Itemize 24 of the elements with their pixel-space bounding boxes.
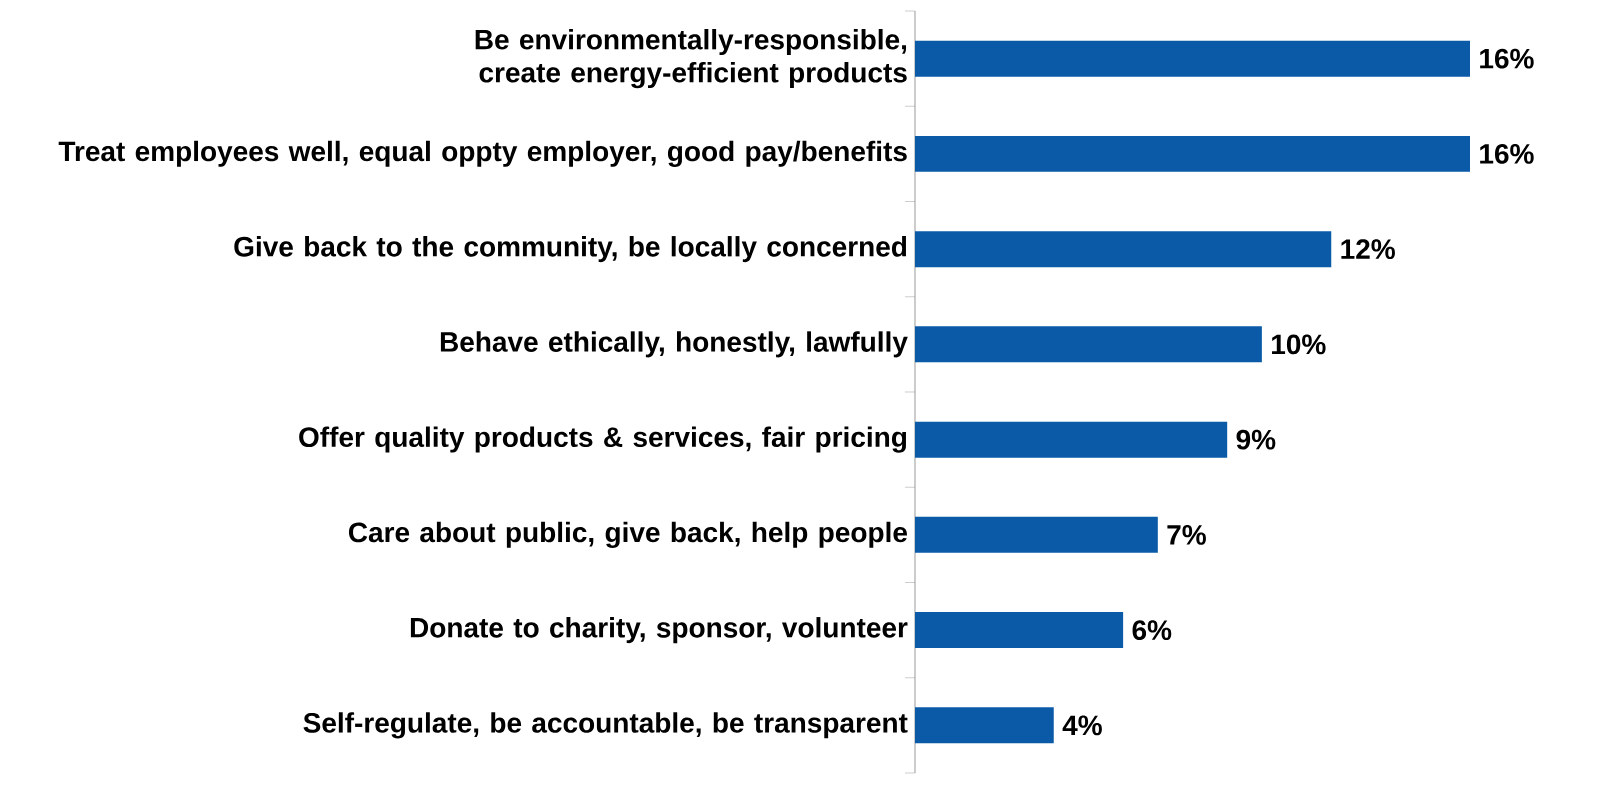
y-tick-label: Be environmentally-responsible, create energy-efficient products (475, 29, 907, 89)
bar (914, 326, 1262, 363)
data-label: 9% (1236, 429, 1276, 450)
data-label: 10% (1272, 334, 1326, 355)
data-label: 7% (1167, 525, 1206, 545)
y-tick-label: Treat employees well, equal oppty employer, good pay/benefits (58, 140, 907, 167)
bar (914, 707, 1054, 744)
y-tick-label: Self-regulate, be accountable, be transparent (303, 712, 908, 739)
bar (914, 135, 1470, 172)
y-tick-label: Offer quality products & services, fair pricing (299, 426, 907, 453)
bar (914, 516, 1158, 553)
y-tick-label: Care about public, give back, help people (348, 521, 907, 548)
data-label: 12% (1341, 239, 1395, 260)
bar (914, 612, 1124, 649)
data-label: 6% (1132, 620, 1172, 641)
bar (914, 231, 1332, 268)
bar (914, 421, 1228, 458)
y-tick-label: Give back to the community, be locally concerned (234, 236, 907, 263)
y-tick-label: Behave ethically, honestly, lawfully (440, 331, 908, 358)
bar (914, 40, 1470, 77)
y-tick-label: Donate to charity, sponsor, volunteer (410, 617, 908, 644)
data-label: 16% (1480, 143, 1534, 164)
data-label: 16% (1480, 48, 1534, 69)
data-label: 4% (1062, 715, 1102, 736)
